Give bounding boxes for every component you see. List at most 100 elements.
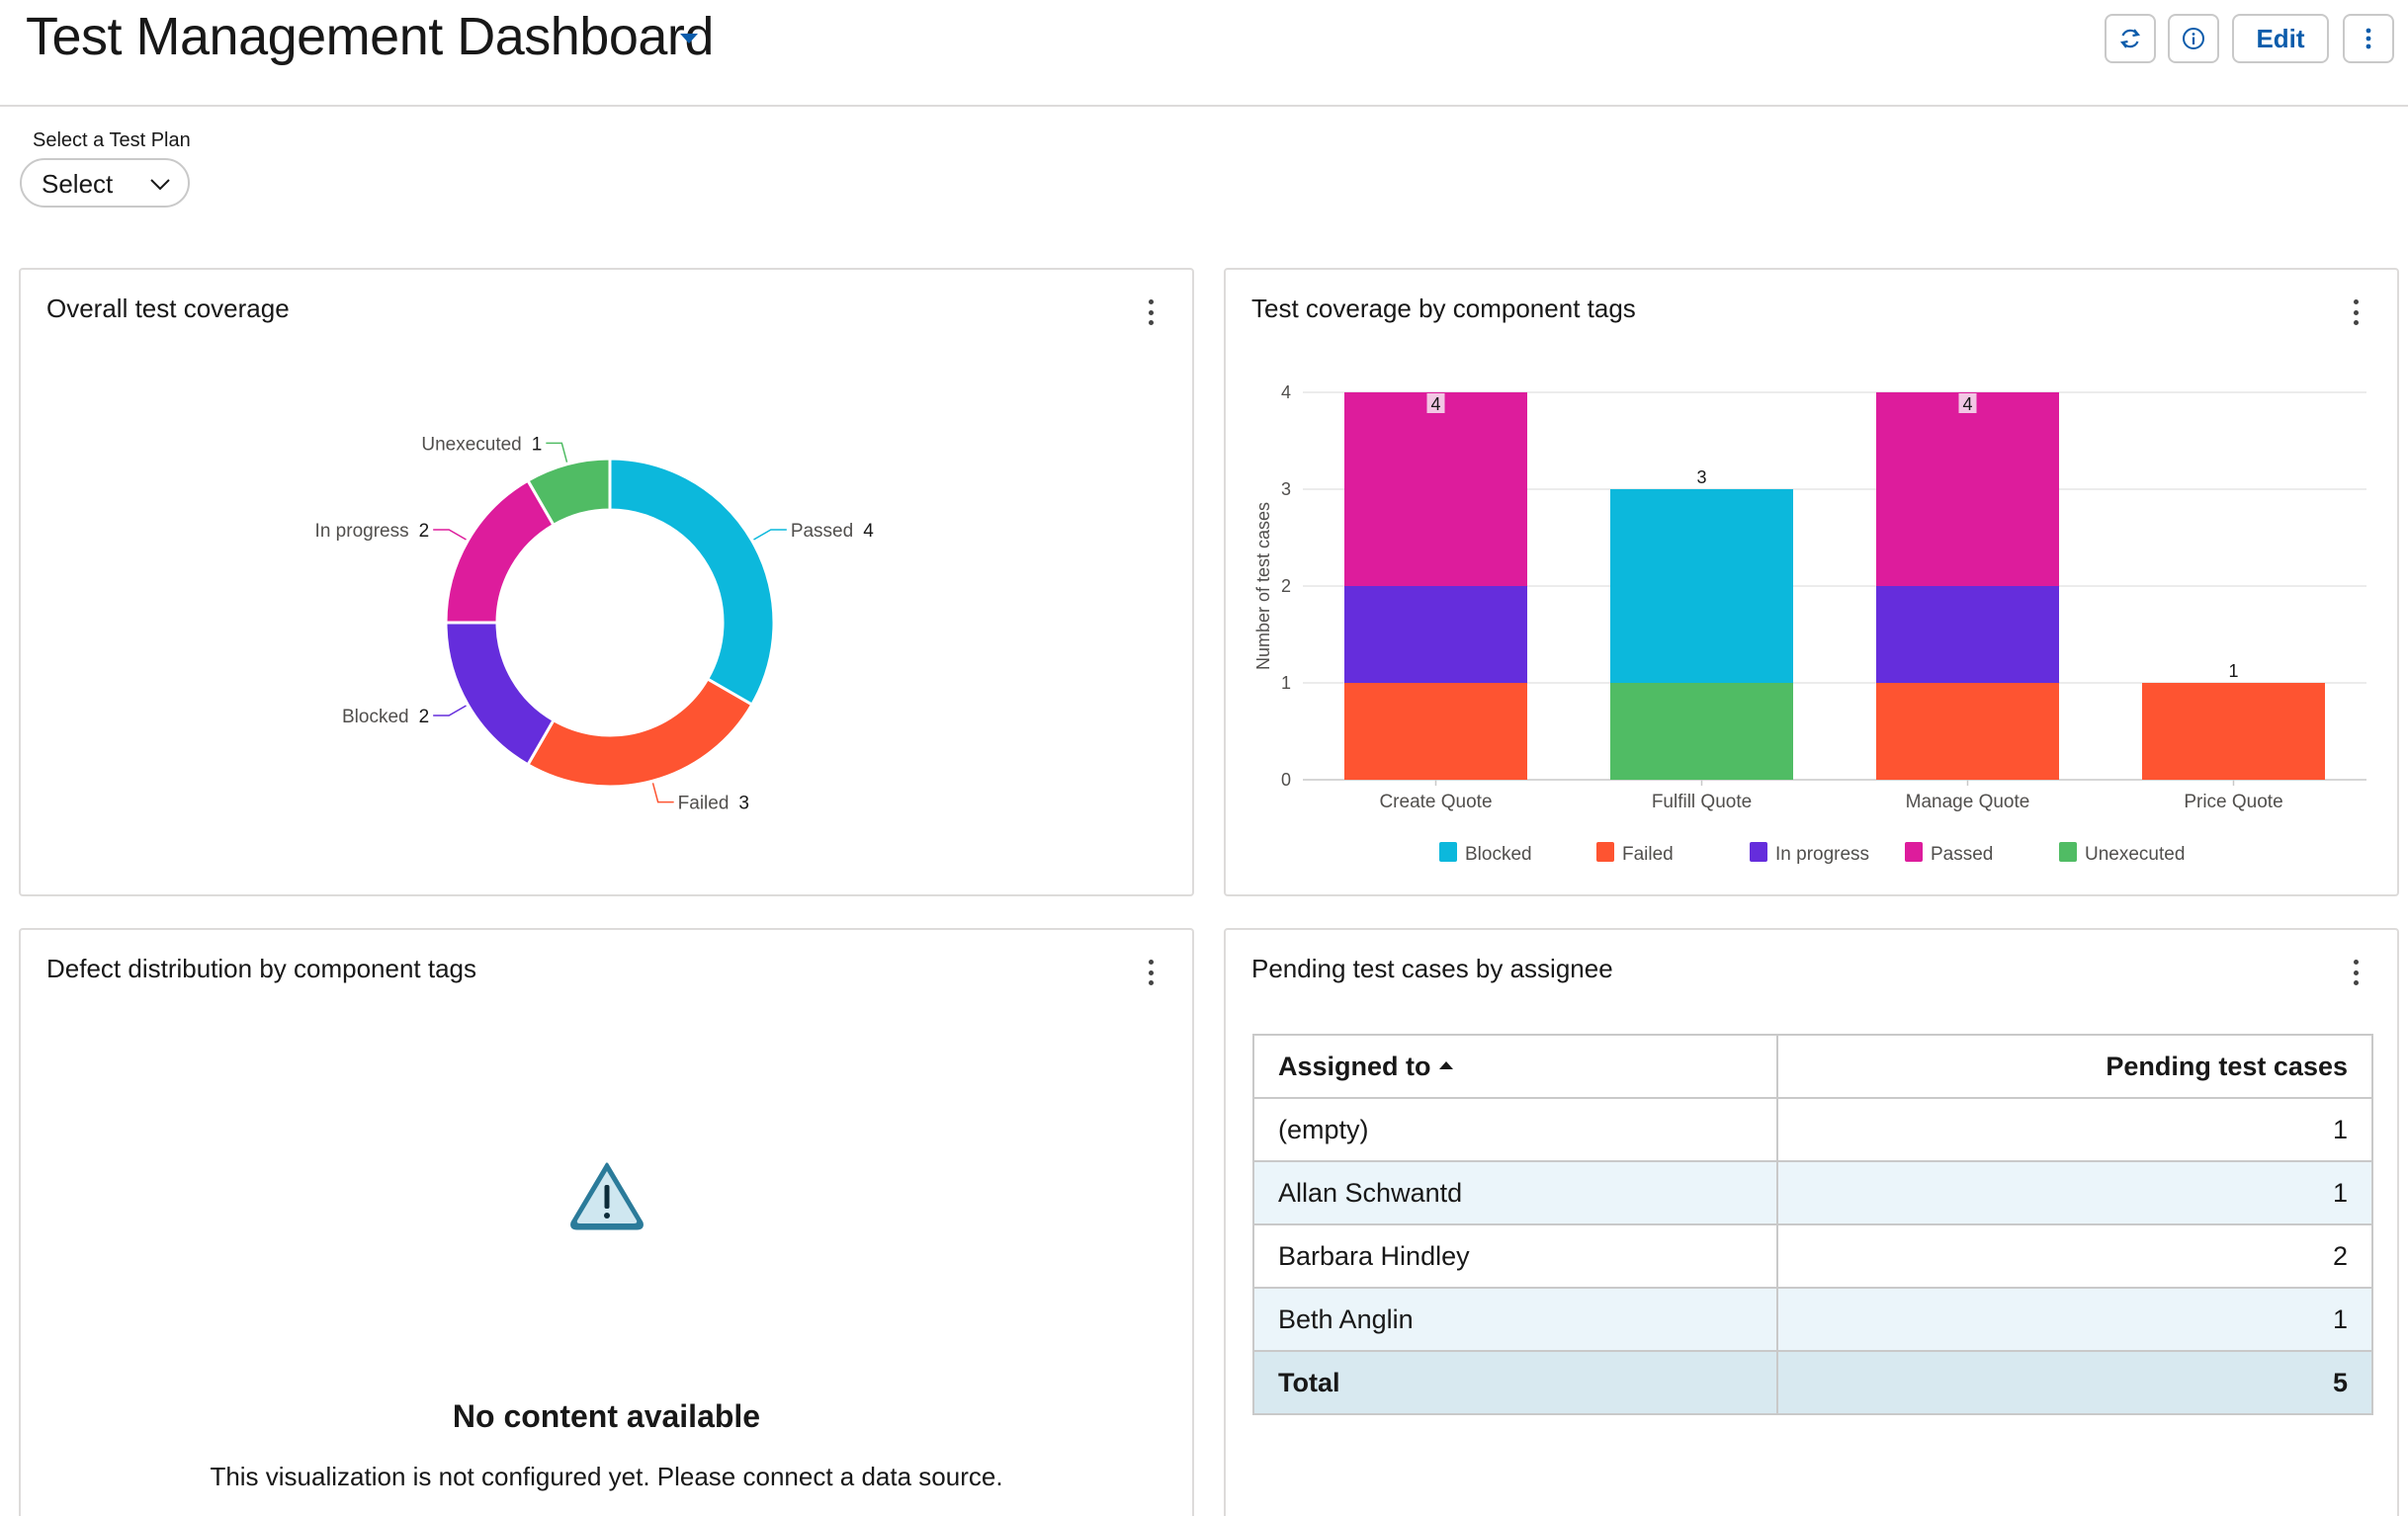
- page-title: Test Management Dashboard: [26, 7, 714, 66]
- donut-leader-line: [433, 529, 467, 541]
- x-tick-label: Create Quote: [1379, 792, 1492, 812]
- defect-distribution-card: Defect distribution by component tags No…: [19, 928, 1194, 1516]
- table-total-row: Total 5: [1252, 1350, 2373, 1415]
- bar-total-label: 1: [2228, 661, 2238, 681]
- bar-total-label: 3: [1696, 467, 1706, 487]
- donut-slice-failed[interactable]: [525, 676, 754, 789]
- count-cell: 2: [1776, 1223, 2373, 1289]
- total-count-cell: 5: [1776, 1350, 2373, 1415]
- legend-swatch: [2059, 842, 2077, 862]
- donut-leader-line: [546, 442, 568, 463]
- legend-item-blocked[interactable]: Blocked: [1439, 842, 1532, 865]
- bar-segment[interactable]: [1610, 683, 1793, 780]
- bar-segment[interactable]: [1610, 489, 1793, 683]
- card-menu-button[interactable]: [1141, 299, 1161, 325]
- bar-segment[interactable]: [1876, 586, 2059, 683]
- count-cell: 1: [1776, 1097, 2373, 1162]
- y-tick-label: 3: [1281, 479, 1291, 499]
- donut-label: Blocked 2: [342, 707, 429, 727]
- legend-swatch: [1750, 842, 1767, 862]
- donut-leader-line: [651, 783, 674, 803]
- legend-label: In progress: [1775, 844, 1869, 865]
- x-tick-label: Price Quote: [2184, 792, 2282, 812]
- donut-slice-unexecuted[interactable]: [525, 457, 612, 528]
- sort-ascending-icon: [1438, 1061, 1453, 1070]
- legend-item-unexecuted[interactable]: Unexecuted: [2059, 842, 2185, 865]
- info-button[interactable]: [2168, 14, 2219, 63]
- test-plan-label: Select a Test Plan: [33, 129, 191, 151]
- donut-label: Failed 3: [678, 794, 749, 814]
- test-plan-select[interactable]: Select: [20, 158, 190, 208]
- dashboard-header: Test Management Dashboard Edit: [0, 0, 2408, 107]
- donut-label: Passed 4: [791, 521, 874, 542]
- card-menu-button[interactable]: [2346, 299, 2365, 325]
- total-label-cell: Total: [1252, 1350, 1778, 1415]
- legend-label: Blocked: [1465, 844, 1532, 865]
- y-tick-label: 4: [1281, 382, 1291, 402]
- x-tick-label: Fulfill Quote: [1652, 792, 1752, 812]
- donut-slice-blocked[interactable]: [444, 621, 557, 767]
- card-title: Test coverage by component tags: [1251, 294, 1636, 323]
- card-title: Pending test cases by assignee: [1251, 954, 1613, 983]
- donut-label: In progress 2: [315, 521, 430, 542]
- card-title: Overall test coverage: [46, 294, 290, 323]
- y-tick-label: 1: [1281, 673, 1291, 693]
- refresh-icon: [2119, 29, 2141, 48]
- bar-total-label: 4: [1430, 394, 1440, 414]
- more-actions-button[interactable]: [2343, 14, 2394, 63]
- bar-segment[interactable]: [1876, 392, 2059, 586]
- title-dropdown-caret-icon[interactable]: [680, 34, 698, 43]
- count-cell: 1: [1776, 1160, 2373, 1225]
- assignee-cell: Beth Anglin: [1252, 1287, 1778, 1352]
- chevron-down-icon: [150, 179, 170, 191]
- legend-item-passed[interactable]: Passed: [1905, 842, 1993, 865]
- donut-slice-passed[interactable]: [608, 457, 776, 708]
- y-axis-title: Number of test cases: [1253, 502, 1273, 670]
- total-label-bg: [1426, 393, 1445, 413]
- more-vertical-icon: [2365, 28, 2371, 49]
- bar-segment[interactable]: [1876, 683, 2059, 780]
- table-row: (empty) 1: [1252, 1097, 2373, 1162]
- bar-segment[interactable]: [2142, 683, 2325, 780]
- card-menu-button[interactable]: [2346, 960, 2365, 985]
- coverage-by-component-card: Test coverage by component tags 0 1 2 3 4 Num…: [1224, 268, 2399, 896]
- donut-leader-line: [753, 529, 787, 541]
- table-row: Beth Anglin 1: [1252, 1287, 2373, 1352]
- legend-item-failed[interactable]: Failed: [1596, 842, 1674, 865]
- legend-swatch: [1439, 842, 1457, 862]
- bar-segment[interactable]: [1344, 392, 1527, 586]
- assignee-cell: (empty): [1252, 1097, 1778, 1162]
- y-tick-label: 2: [1281, 576, 1291, 596]
- y-tick-label: 0: [1281, 770, 1291, 790]
- overall-coverage-card: Overall test coverage Passed 4 Failed 3 Bloc…: [19, 268, 1194, 896]
- stacked-bar-chart: 0 1 2 3 4 Number of test cases Create Quote 4 Fu…: [1253, 382, 2366, 865]
- bar-segment[interactable]: [1344, 683, 1527, 780]
- bar-segment[interactable]: [1344, 586, 1527, 683]
- column-header-assigned-to[interactable]: Assigned to: [1252, 1034, 1778, 1099]
- refresh-button[interactable]: [2105, 14, 2156, 63]
- table-row: Barbara Hindley 2: [1252, 1223, 2373, 1289]
- edit-button[interactable]: Edit: [2232, 14, 2329, 63]
- empty-state-message: This visualization is not configured yet…: [210, 1462, 1003, 1491]
- legend-item-in-progress[interactable]: In progress: [1750, 842, 1869, 865]
- legend-swatch: [1596, 842, 1614, 862]
- empty-state-title: No content available: [452, 1398, 761, 1434]
- info-icon: [2183, 28, 2204, 49]
- count-cell: 1: [1776, 1287, 2373, 1352]
- card-title: Defect distribution by component tags: [46, 954, 477, 983]
- pending-by-assignee-card: Pending test cases by assignee Assigned …: [1224, 928, 2399, 1516]
- card-menu-button[interactable]: [1141, 960, 1161, 985]
- pending-table: Assigned to Pending test cases (empty) 1…: [1252, 1034, 2373, 1415]
- column-header-pending[interactable]: Pending test cases: [1776, 1034, 2373, 1099]
- x-tick-label: Manage Quote: [1906, 792, 2030, 812]
- legend-label: Unexecuted: [2085, 844, 2185, 865]
- donut-chart: Passed 4 Failed 3 Blocked 2 In progress 2 Unexec…: [315, 434, 875, 814]
- table-header-row: Assigned to Pending test cases: [1252, 1034, 2373, 1099]
- donut-slice-in-progress[interactable]: [444, 478, 557, 625]
- table-row: Allan Schwantd 1: [1252, 1160, 2373, 1225]
- bar-total-label: 4: [1962, 394, 1972, 414]
- legend-label: Passed: [1931, 844, 1993, 865]
- total-label-bg: [1958, 393, 1977, 413]
- test-plan-select-value: Select: [42, 169, 114, 199]
- donut-leader-line: [433, 705, 467, 716]
